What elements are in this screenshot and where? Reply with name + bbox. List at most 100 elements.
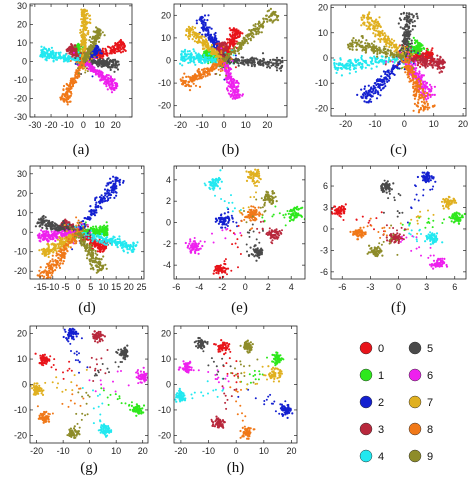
point-class-8 [78, 62, 81, 65]
point-class-6 [230, 75, 233, 78]
point-class-9 [88, 47, 91, 50]
point-class-7 [80, 18, 83, 21]
point-class-9 [219, 65, 222, 68]
point-class-4 [43, 53, 46, 56]
y-tick-label: -20 [14, 93, 27, 103]
point-class-6 [104, 75, 107, 78]
point-class-7 [373, 29, 376, 32]
point-class-4 [336, 68, 339, 72]
point-class-9 [276, 19, 280, 22]
point-class-6 [427, 97, 430, 100]
x-tick-label: 0 [221, 120, 226, 130]
point-class-2 [365, 90, 368, 93]
point-class-7 [80, 13, 83, 16]
point-class-3 [426, 65, 429, 68]
point-class-8 [184, 84, 187, 88]
point-class-2 [365, 96, 368, 99]
point-class-2 [383, 76, 386, 79]
point-class-9 [83, 60, 85, 63]
point-class-5 [412, 14, 415, 17]
point-class-8 [187, 83, 190, 86]
point-class-4 [180, 53, 183, 56]
point-class-7 [83, 13, 86, 17]
point-class-3 [414, 56, 417, 59]
point-class-4 [346, 67, 349, 70]
point-class-8 [184, 79, 187, 83]
point-class-8 [79, 66, 82, 69]
y-tick-label: 10 [161, 33, 171, 43]
point-class-9 [265, 14, 268, 17]
point-class-4 [363, 61, 367, 64]
point-class-8 [189, 85, 193, 88]
point-class-6 [226, 88, 229, 91]
point-class-7 [187, 30, 191, 33]
point-class-2 [200, 19, 203, 22]
point-class-9 [89, 36, 92, 39]
point-class-2 [374, 89, 377, 92]
point-class-8 [71, 83, 75, 86]
point-class-0 [101, 47, 104, 50]
point-class-8 [196, 70, 199, 73]
point-class-7 [184, 34, 188, 37]
point-class-2 [212, 43, 215, 46]
point-class-6 [103, 82, 106, 85]
point-class-8 [192, 82, 195, 85]
point-class-9 [248, 29, 251, 32]
point-class-0 [112, 50, 115, 54]
point-class-6 [105, 85, 108, 88]
point-class-7 [83, 8, 86, 11]
point-class-7 [80, 41, 83, 45]
point-class-9 [249, 37, 252, 40]
point-class-5 [251, 57, 254, 60]
point-class-6 [427, 87, 430, 91]
point-class-5 [74, 57, 77, 60]
point-class-5 [99, 57, 102, 60]
point-class-1 [426, 48, 429, 52]
point-class-0 [234, 66, 237, 69]
point-class-8 [70, 85, 73, 88]
point-class-9 [268, 15, 271, 18]
point-class-4 [350, 61, 353, 65]
point-class-4 [352, 63, 355, 66]
point-class-8 [183, 72, 186, 75]
point-class-4 [205, 58, 209, 61]
point-class-7 [83, 18, 86, 21]
point-class-6 [94, 72, 98, 75]
point-class-5 [274, 65, 277, 68]
point-class-4 [190, 53, 193, 56]
point-class-3 [70, 50, 73, 53]
point-class-7 [217, 54, 220, 57]
point-class-5 [403, 32, 406, 36]
point-class-2 [100, 52, 103, 55]
point-class-9 [97, 28, 100, 32]
point-class-5 [228, 62, 232, 65]
point-class-2 [384, 72, 387, 76]
point-class-6 [385, 60, 387, 63]
point-class-3 [65, 48, 68, 51]
point-class-5 [261, 63, 264, 66]
point-class-5 [264, 62, 267, 65]
point-class-5 [397, 22, 400, 25]
point-class-4 [185, 54, 188, 58]
point-class-0 [122, 41, 125, 44]
point-class-7 [191, 28, 194, 31]
point-class-3 [437, 64, 440, 67]
point-class-7 [203, 47, 206, 50]
point-class-4 [201, 62, 204, 65]
point-class-7 [195, 34, 198, 37]
point-class-5 [252, 61, 255, 64]
point-class-7 [82, 43, 85, 46]
point-class-3 [434, 64, 437, 67]
point-class-5 [237, 62, 240, 65]
point-class-7 [84, 47, 87, 50]
point-class-7 [203, 35, 206, 39]
point-class-9 [258, 27, 261, 30]
point-class-4 [50, 53, 54, 56]
point-class-4 [360, 56, 363, 59]
point-class-6 [100, 76, 103, 79]
point-class-4 [70, 58, 74, 61]
point-class-1 [416, 41, 419, 44]
point-class-4 [358, 63, 361, 66]
point-class-8 [75, 69, 78, 72]
